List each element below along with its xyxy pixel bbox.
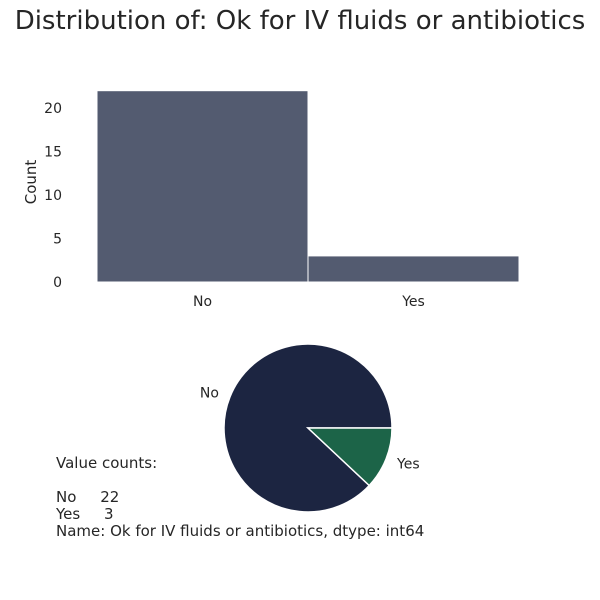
value-counts-footer: Name: Ok for IV fluids or antibiotics, d… — [56, 522, 425, 540]
y-axis-label: Count — [22, 160, 40, 205]
y-tick-label-15: 15 — [44, 145, 62, 161]
pie-slice-yes — [306, 427, 393, 487]
pie-label-no: No — [200, 386, 219, 402]
y-tick-label-0: 0 — [53, 275, 62, 291]
value-counts-row-yes: Yes 3 — [56, 505, 114, 523]
x-tick-label-yes: Yes — [401, 294, 425, 310]
y-tick-label-20: 20 — [44, 101, 62, 117]
pie-slice-no — [223, 343, 393, 513]
pie-label-yes: Yes — [396, 456, 420, 472]
y-tick-label-5: 5 — [53, 232, 62, 248]
bar-chart: No Yes 0 5 10 15 20 Count — [22, 90, 520, 310]
value-counts-text: Value counts: No 22 Yes 3 Name: Ok for I… — [56, 455, 424, 540]
value-counts-row-no: No 22 — [56, 488, 120, 506]
pie-chart: No Yes — [200, 343, 420, 513]
bar-yes — [307, 255, 520, 283]
y-tick-label-10: 10 — [44, 188, 62, 204]
page-title: Distribution of: Ok for IV fluids or ant… — [14, 6, 586, 36]
bar-no — [96, 90, 309, 283]
x-tick-label-no: No — [193, 294, 212, 310]
value-counts-heading: Value counts: — [56, 454, 158, 472]
